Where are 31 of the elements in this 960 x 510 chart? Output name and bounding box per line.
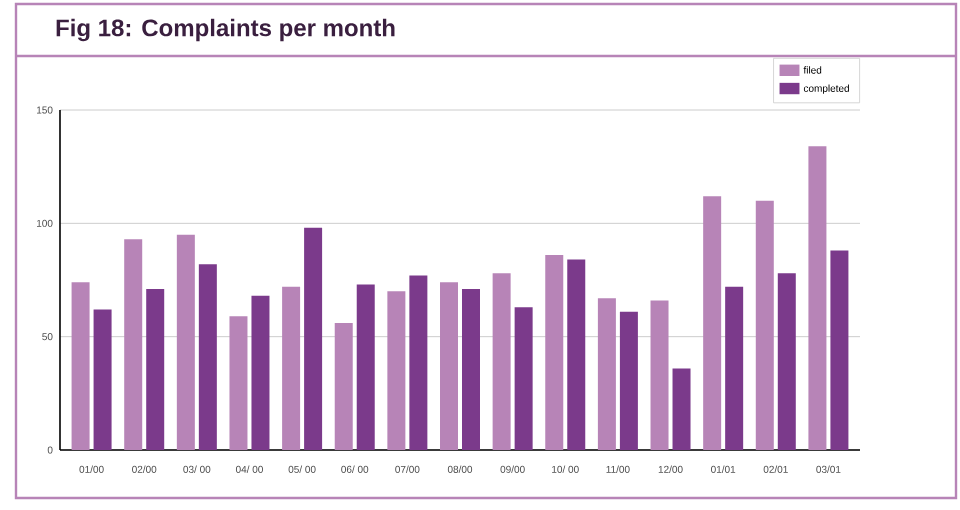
bar xyxy=(703,196,722,450)
bar xyxy=(124,239,143,450)
bar xyxy=(387,291,406,450)
bar xyxy=(650,300,669,450)
bar xyxy=(492,273,511,450)
chart-title: Fig 18: Complaints per month xyxy=(56,18,395,42)
bar xyxy=(830,250,849,450)
bar xyxy=(462,289,480,450)
bar xyxy=(334,323,353,450)
bar xyxy=(725,286,744,450)
bar xyxy=(356,284,375,450)
bar xyxy=(619,311,638,450)
bar xyxy=(93,309,112,450)
bar xyxy=(597,298,616,450)
bar xyxy=(672,368,691,450)
bar xyxy=(755,200,774,450)
bar xyxy=(251,295,270,450)
bar xyxy=(440,282,458,450)
bar xyxy=(777,273,796,450)
bar xyxy=(282,286,301,450)
bar xyxy=(409,275,428,450)
bar xyxy=(229,316,248,450)
bar xyxy=(304,227,323,450)
bar xyxy=(198,264,217,450)
bar xyxy=(71,282,90,450)
bar xyxy=(146,289,165,450)
bar xyxy=(567,259,586,450)
bar xyxy=(545,255,564,450)
bar xyxy=(514,307,533,450)
bar xyxy=(176,234,195,450)
bar xyxy=(808,146,827,450)
